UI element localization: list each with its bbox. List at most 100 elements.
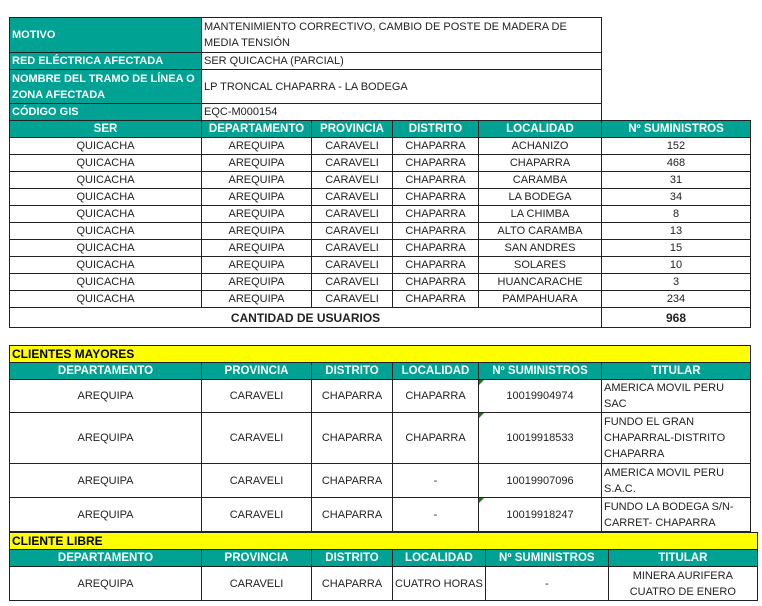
table-cell: CARAVELI [311,256,393,274]
clientes-mayores-title: CLIENTES MAYORES [9,345,751,363]
table-cell: CHAPARRA [392,412,479,464]
motivo-label: MOTIVO [9,17,202,53]
table-cell: SOLARES [478,256,602,274]
column-header: LOCALIDAD [478,120,602,138]
table-cell: CHAPARRA [392,222,479,240]
table-cell: AREQUIPA [201,188,312,206]
table-row: AREQUIPA CARAVELI CHAPARRA -10019918247 FUND… [9,497,751,532]
libre-header: DEPARTAMENTO PROVINCIA DISTRITO LOCALIDAD Nº… [9,549,758,567]
table-cell: AMERICA MOVIL PERU SAC [601,379,751,413]
table-cell: 10019918247 [478,497,602,532]
table-cell: AREQUIPA [201,171,312,189]
column-header: SER [9,120,202,138]
table-cell: CARAVELI [201,566,312,601]
table-row: AREQUIPA CARAVELI CHAPARRA -10019907096 AMER… [9,463,751,498]
table-cell: CARAVELI [201,379,312,413]
column-header: PROVINCIA [201,362,312,380]
table-cell: CHAPARRA [311,379,393,413]
table-cell: QUICACHA [9,205,202,223]
table-row: QUICACHA AREQUIPA CARAVELI CHAPARRA HUANCARA… [9,273,751,291]
table-cell: CARAVELI [311,222,393,240]
table-cell: CARAVELI [311,205,393,223]
column-header: Nº SUMINISTROS [484,549,609,567]
table-cell: FUNDO EL GRAN CHAPARRAL-DISTRITO CHAPARR… [601,412,751,464]
table-cell: QUICACHA [9,256,202,274]
table-cell: QUICACHA [9,239,202,257]
column-header: Nº SUMINISTROS [478,362,602,380]
table-cell: CHAPARRA [478,154,602,172]
table-cell: AREQUIPA [9,412,202,464]
table-cell: CHAPARRA [311,497,393,532]
table-cell: AREQUIPA [9,566,202,601]
table-row: QUICACHA AREQUIPA CARAVELI CHAPARRA LA CHIMB… [9,205,751,223]
tramo-value: LP TRONCAL CHAPARRA - LA BODEGA [201,69,602,104]
table-cell: AREQUIPA [9,497,202,532]
table-row: QUICACHA AREQUIPA CARAVELI CHAPARRA PAMPAHUA… [9,290,751,308]
column-header: DEPARTAMENTO [201,120,312,138]
table-row: QUICACHA AREQUIPA CARAVELI CHAPARRA SOLARES 1… [9,256,751,274]
column-header: LOCALIDAD [392,362,479,380]
table-cell: CARAVELI [201,412,312,464]
column-header: DISTRITO [311,549,393,567]
table-cell: CARAVELI [311,273,393,291]
table-cell: AREQUIPA [201,154,312,172]
table-cell: CHAPARRA [392,256,479,274]
column-header: DISTRITO [311,362,393,380]
table-cell: CARAVELI [311,171,393,189]
column-header: DISTRITO [392,120,479,138]
gis-value: EQC-M000154 [201,103,602,121]
table-row: AREQUIPA CARAVELI CHAPARRA CHAPARRA 10019918… [9,412,751,464]
table-cell: PAMPAHUARA [478,290,602,308]
table-cell: 13 [601,222,751,240]
table-cell: CARAVELI [311,290,393,308]
column-header: TITULAR [601,362,751,380]
red-value: SER QUICACHA (PARCIAL) [201,52,602,70]
table-row: AREQUIPA CARAVELI CHAPARRA CHAPARRA 10019904… [9,379,751,413]
table-cell: AREQUIPA [201,222,312,240]
column-header: TITULAR [607,549,758,567]
table-cell: CHAPARRA [392,239,479,257]
table-cell: CHAPARRA [392,290,479,308]
total-value: 968 [601,307,751,328]
table-row: QUICACHA AREQUIPA CARAVELI CHAPARRA LA BODEG… [9,188,751,206]
gis-label: CÓDIGO GIS [9,103,202,121]
table-row: QUICACHA AREQUIPA CARAVELI CHAPARRA ACHANIZO… [9,137,751,155]
table-cell: QUICACHA [9,273,202,291]
table-cell: ACHANIZO [478,137,602,155]
table-cell: 31 [601,171,751,189]
clientes-mayores-table: CLIENTES MAYORES DEPARTAMENTO PROVINCIA DI… [9,345,751,532]
table-cell: CUATRO HORAS [392,566,486,601]
table-cell: - [484,566,609,601]
table-row: QUICACHA AREQUIPA CARAVELI CHAPARRA SAN ANDR… [9,239,751,257]
table-cell: CHAPARRA [392,171,479,189]
table-cell: LA BODEGA [478,188,602,206]
table-cell: 10019904974 [478,379,602,413]
table-cell: AREQUIPA [201,137,312,155]
table-cell: AREQUIPA [201,290,312,308]
column-header: LOCALIDAD [392,549,486,567]
motivo-value: MANTENIMIENTO CORRECTIVO, CAMBIO DE POST… [201,17,602,53]
column-header: PROVINCIA [311,120,393,138]
table-cell: CARAVELI [311,188,393,206]
table-cell: HUANCARACHE [478,273,602,291]
table-cell: CHAPARRA [392,154,479,172]
table-cell: CHAPARRA [392,273,479,291]
cliente-libre-table: CLIENTE LIBRE DEPARTAMENTO PROVINCIA DISTR… [9,532,758,601]
table-cell: AREQUIPA [9,379,202,413]
table-cell: 10019907096 [478,463,602,498]
info-localidades-table: MOTIVO MANTENIMIENTO CORRECTIVO, CAMBIO D… [9,17,751,328]
column-header: DEPARTAMENTO [9,362,202,380]
table-cell: CHAPARRA [392,137,479,155]
table-cell: - [392,463,479,498]
column-header: DEPARTAMENTO [9,549,202,567]
table-cell: AMERICA MOVIL PERU S.A.C. [601,463,751,498]
total-row: CANTIDAD DE USUARIOS 968 [9,307,751,328]
mayores-header: DEPARTAMENTO PROVINCIA DISTRITO LOCALIDAD Nº… [9,362,751,380]
table-cell: CARAVELI [311,154,393,172]
table-cell: 10019918533 [478,412,602,464]
table-cell: CHAPARRA [392,188,479,206]
table-cell: CARAVELI [311,137,393,155]
table-cell: CHAPARRA [392,205,479,223]
red-label: RED ELÉCTRICA AFECTADA [9,52,202,70]
table-cell: 152 [601,137,751,155]
